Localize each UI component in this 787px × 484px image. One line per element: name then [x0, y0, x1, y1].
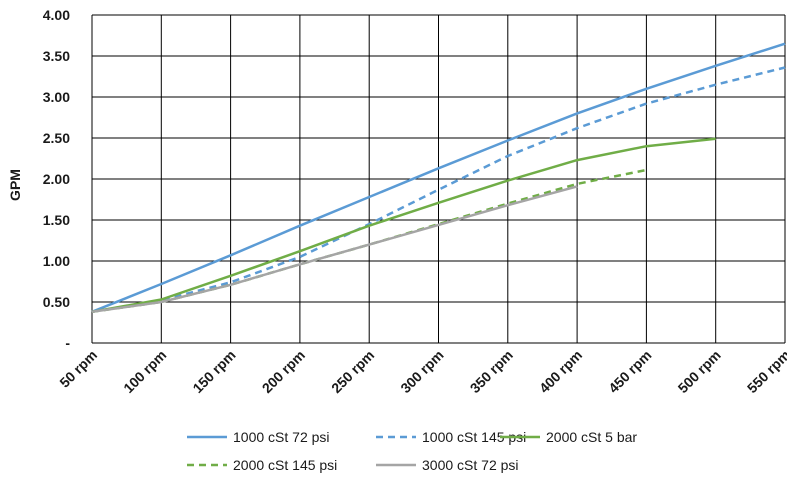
legend-label: 3000 cSt 72 psi [422, 457, 519, 473]
x-tick-label: 450 rpm [605, 347, 654, 396]
x-tick-label: 300 rpm [397, 347, 446, 396]
series-lines [91, 42, 786, 314]
legend-label: 2000 cSt 145 psi [233, 457, 337, 473]
series-line [91, 137, 716, 314]
x-tick-label: 550 rpm [744, 347, 787, 396]
legend: 1000 cSt 72 psi 1000 cSt 145 psi 2000 cSt … [187, 429, 637, 473]
x-tick-label: 500 rpm [675, 347, 724, 396]
x-tick-label: 350 rpm [467, 347, 516, 396]
x-axis-ticks: 50 rpm 100 rpm 150 rpm 200 rpm 250 rpm 300 rp… [56, 347, 787, 396]
legend-label: 1000 cSt 72 psi [233, 429, 330, 445]
legend-label: 1000 cSt 145 psi [422, 429, 526, 445]
x-tick-label: 150 rpm [189, 347, 238, 396]
x-tick-label: 250 rpm [328, 347, 377, 396]
series-line [91, 42, 786, 313]
y-tick-label: 3.00 [43, 89, 70, 105]
y-tick-label: 4.00 [43, 7, 70, 23]
y-axis-title: GPM [7, 169, 23, 201]
y-tick-label: 1.50 [43, 212, 70, 228]
x-tick-label: 100 rpm [120, 347, 169, 396]
x-tick-label: 400 rpm [536, 347, 585, 396]
y-tick-label: 3.50 [43, 48, 70, 64]
y-tick-label: - [65, 335, 70, 351]
y-axis-ticks: - 0.50 1.00 1.50 2.00 2.50 3.00 3.50 4.00 [43, 7, 71, 351]
x-tick-label: 50 rpm [56, 347, 100, 391]
y-tick-label: 2.50 [43, 130, 70, 146]
legend-label: 2000 cSt 5 bar [546, 429, 637, 445]
y-tick-label: 1.00 [43, 253, 70, 269]
x-tick-label: 200 rpm [259, 347, 308, 396]
y-tick-label: 0.50 [43, 294, 70, 310]
series-line [91, 66, 786, 314]
grid [91, 14, 786, 344]
y-tick-label: 2.00 [43, 171, 70, 187]
series-line [91, 185, 578, 314]
